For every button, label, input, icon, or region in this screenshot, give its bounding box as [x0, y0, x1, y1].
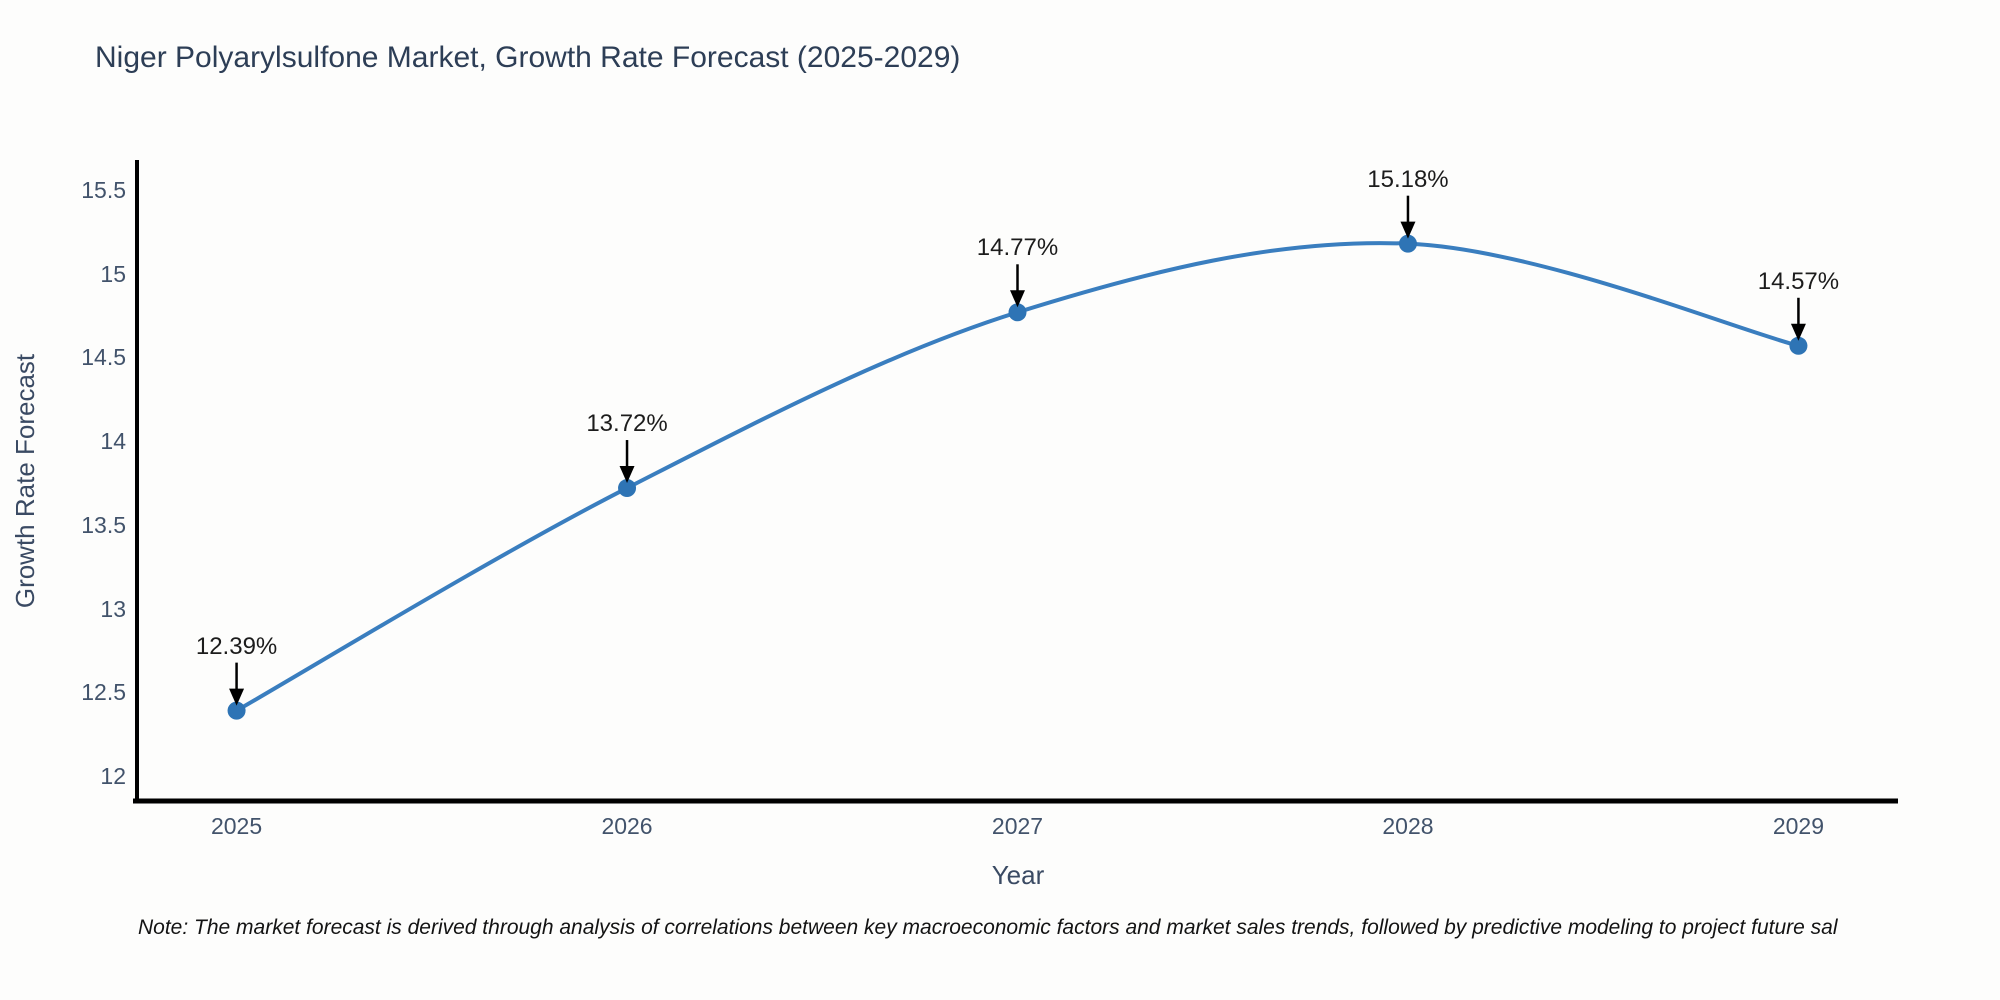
annotation-arrowhead-2025 — [229, 688, 245, 706]
footnote: Note: The market forecast is derived thr… — [138, 916, 1838, 939]
y-tick-12: 12 — [100, 762, 126, 789]
y-tick-15: 15 — [100, 260, 126, 287]
data-point-2025 — [227, 701, 246, 720]
annotation-arrowhead-2027 — [1010, 290, 1025, 308]
y-tick-14: 14 — [100, 428, 126, 455]
data-point-2029 — [1789, 336, 1808, 355]
x-tick-2029: 2029 — [1772, 813, 1824, 839]
y-tick-12.5: 12.5 — [81, 679, 126, 706]
x-tick-2026: 2026 — [601, 813, 653, 839]
y-tick-14.5: 14.5 — [81, 344, 126, 371]
x-axis-title: Year — [991, 860, 1045, 890]
data-point-2026 — [618, 479, 637, 498]
annotation-label-2026: 13.72% — [586, 410, 668, 438]
data-point-2027 — [1008, 303, 1027, 322]
x-tick-2027: 2027 — [991, 813, 1044, 839]
x-tick-2025: 2025 — [210, 813, 263, 839]
y-tick-13: 13 — [100, 595, 126, 622]
annotation-arrowhead-2029 — [1790, 323, 1806, 341]
annotation-label-2025: 12.39% — [195, 632, 278, 660]
data-point-2028 — [1398, 234, 1417, 253]
annotation-label-2029: 14.57% — [1757, 267, 1840, 295]
annotation-label-2028: 15.18% — [1367, 165, 1449, 193]
chart-title: Niger Polyarylsulfone Market, Growth Rat… — [95, 41, 961, 74]
annotation-label-2027: 14.77% — [976, 234, 1059, 262]
x-tick-2028: 2028 — [1382, 813, 1434, 839]
y-tick-13.5: 13.5 — [81, 511, 126, 538]
y-tick-15.5: 15.5 — [81, 177, 126, 204]
annotation-arrowhead-2026 — [619, 466, 635, 484]
annotation-arrowhead-2028 — [1400, 221, 1416, 239]
